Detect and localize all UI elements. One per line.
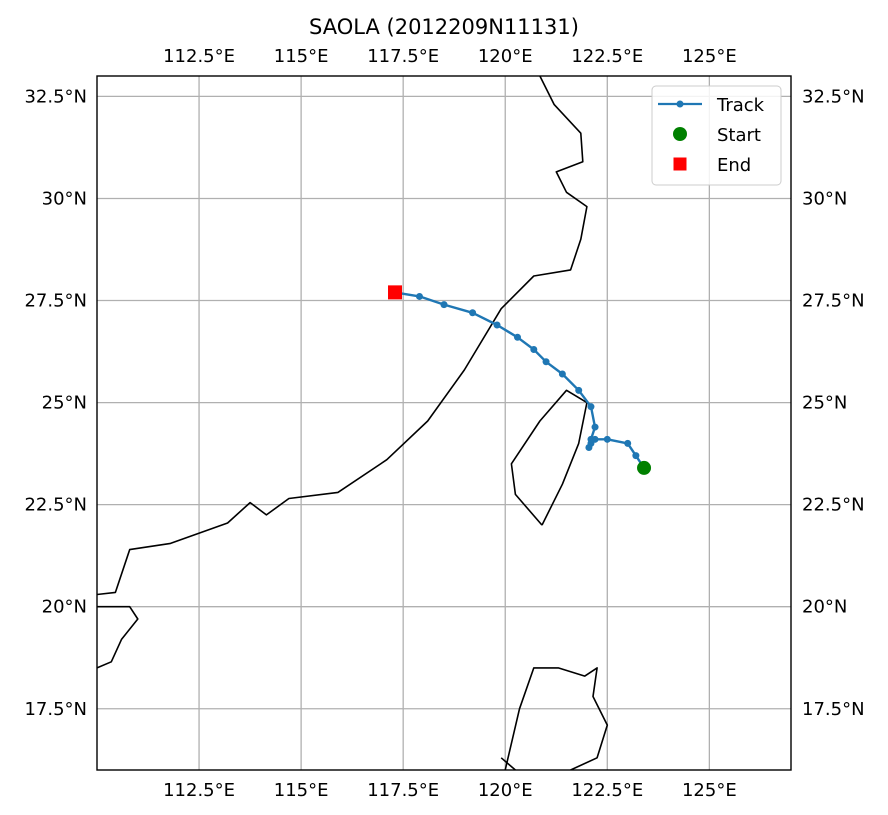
legend-label-end: End: [717, 155, 751, 176]
lon-tick-label-bottom: 115°E: [274, 780, 329, 801]
lon-tick-label-bottom: 125°E: [682, 780, 737, 801]
legend-label-track: Track: [716, 95, 765, 116]
lat-tick-label-right: 30°N: [802, 188, 847, 209]
track-point: [591, 423, 599, 431]
track-point: [587, 435, 595, 443]
track-point: [542, 358, 550, 366]
track-point: [575, 386, 583, 394]
end-marker: [388, 285, 403, 300]
chart-title: SAOLA (2012209N11131): [309, 15, 579, 39]
track-point: [530, 346, 538, 354]
lat-tick-label-left: 22.5°N: [24, 495, 87, 516]
lon-tick-label-bottom: 120°E: [478, 780, 533, 801]
lat-tick-label-left: 25°N: [42, 393, 87, 414]
track-point: [624, 439, 632, 447]
lat-tick-label-left: 17.5°N: [24, 699, 87, 720]
lat-tick-label-left: 27.5°N: [24, 291, 87, 312]
track-point: [469, 309, 477, 317]
lon-tick-label-top: 122.5°E: [571, 46, 643, 67]
track-layer: [388, 285, 652, 475]
plot-frame: [96, 75, 792, 771]
lon-tick-label-bottom: 117.5°E: [367, 780, 439, 801]
coastline: [97, 76, 588, 596]
lon-tick-label-top: 115°E: [274, 46, 329, 67]
lon-tick-label-bottom: 122.5°E: [571, 780, 643, 801]
lat-tick-label-right: 20°N: [802, 597, 847, 618]
lon-tick-label-top: 125°E: [682, 46, 737, 67]
track-point: [632, 452, 640, 460]
lat-tick-label-left: 20°N: [42, 597, 87, 618]
coastline: [97, 605, 139, 669]
coastlines: [97, 76, 609, 770]
track-point: [416, 292, 424, 300]
track-point: [493, 321, 501, 329]
tick-labels: 112.5°E 112.5°E 115°E 115°E 117.5°E 117.5°E 12…: [24, 46, 864, 801]
lon-tick-label-top: 120°E: [478, 46, 533, 67]
track-point: [558, 370, 566, 378]
legend: Track Start End: [651, 85, 782, 186]
track-point: [587, 403, 595, 411]
lat-tick-label-left: 30°N: [42, 188, 87, 209]
legend-entry-track: Track: [658, 95, 765, 116]
coastline: [510, 389, 588, 526]
lat-tick-label-right: 25°N: [802, 393, 847, 414]
lat-tick-label-right: 22.5°N: [802, 495, 865, 516]
start-marker: [637, 460, 652, 475]
coastline: [500, 757, 516, 770]
legend-entry-end: End: [673, 155, 751, 176]
track-point: [440, 301, 448, 309]
legend-entry-start: Start: [673, 125, 761, 146]
track-point: [585, 443, 593, 451]
lat-tick-label-right: 27.5°N: [802, 291, 865, 312]
lat-tick-label-right: 32.5°N: [802, 86, 865, 107]
track-point: [513, 333, 521, 341]
lat-tick-label-left: 32.5°N: [24, 86, 87, 107]
coastline: [504, 667, 609, 770]
lon-tick-label-bottom: 112.5°E: [163, 780, 235, 801]
legend-label-start: Start: [717, 125, 761, 146]
lon-tick-label-top: 117.5°E: [367, 46, 439, 67]
track-point: [603, 435, 611, 443]
lon-tick-label-top: 112.5°E: [163, 46, 235, 67]
lat-tick-label-right: 17.5°N: [802, 699, 865, 720]
